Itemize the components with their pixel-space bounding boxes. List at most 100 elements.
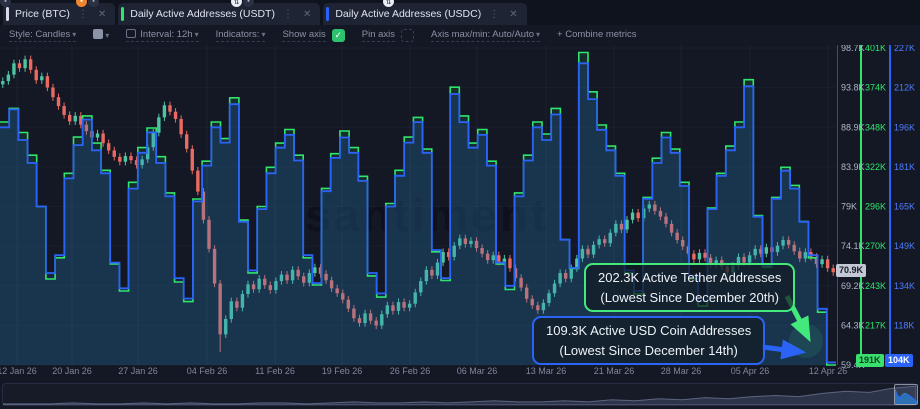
candle-body	[764, 247, 769, 254]
candle-body	[257, 278, 261, 290]
axis-tick-label: 196K	[894, 122, 915, 132]
x-axis-label: 27 Jan 26	[118, 366, 158, 376]
swap-axis-icon[interactable]: ⇅	[231, 0, 242, 7]
x-axis-label: 12 Apr 26	[808, 366, 848, 376]
chart-toolbar: Style: Candles ▾ ▾ Interval: 12h ▾ Indicat…	[0, 25, 920, 45]
candle-body	[95, 133, 100, 138]
usdt-annotation: 202.3K Active Tether Addresses (Lowest S…	[584, 263, 796, 312]
chevron-down-icon: ▾	[105, 30, 110, 40]
kebab-menu-icon[interactable]: ⋮	[77, 8, 88, 20]
swap-axis-icon[interactable]: ⇅	[383, 0, 394, 7]
indicators-dropdown[interactable]: Indicators: ▾	[215, 28, 266, 42]
x-axis-label: 13 Mar 26	[525, 366, 567, 376]
navigator-selection[interactable]	[894, 384, 918, 405]
candle-body	[424, 269, 429, 282]
candle-body	[45, 76, 50, 88]
candle-body	[519, 277, 523, 288]
candle-body	[820, 259, 824, 265]
axis-tick-label: 296K	[865, 202, 886, 212]
lock-icon[interactable]: ▪	[243, 0, 254, 7]
pin-axis-checkbox[interactable]	[401, 28, 415, 42]
candle-body	[814, 256, 819, 265]
kebab-menu-icon[interactable]: ⋮	[282, 8, 293, 20]
candle-body	[229, 301, 233, 320]
candle-body	[263, 278, 267, 286]
metric-color-bar	[6, 7, 9, 21]
candle-body	[508, 258, 512, 269]
lock-icon[interactable]: ▪	[88, 0, 99, 7]
candle-body	[619, 223, 624, 230]
close-icon[interactable]: ✕	[302, 8, 312, 20]
show-axis-checkbox[interactable]: ✓	[331, 28, 345, 42]
candle-body	[474, 240, 479, 249]
x-axis: 12 Jan 26 20 Jan 26 27 Jan 26 04 Feb 26 11 F…	[0, 366, 920, 382]
range-navigator[interactable]	[2, 383, 918, 406]
annotation-line1: 109.3K Active USD Coin Addresses	[546, 323, 752, 338]
notification-badge-icon[interactable]: ▪	[76, 0, 87, 7]
close-icon[interactable]: ✕	[97, 8, 107, 20]
candle-body	[62, 106, 66, 115]
candle-body	[218, 283, 222, 335]
candle-body	[6, 74, 11, 82]
kebab-menu-icon[interactable]: ⋮	[489, 8, 500, 20]
axis-tick-label: 59.4K	[841, 360, 865, 368]
axis-tick-label: 79K	[841, 202, 857, 212]
candle-body	[485, 253, 490, 261]
candle-body	[391, 305, 395, 311]
candle-body	[240, 294, 245, 308]
metric-tab-0[interactable]: Price (BTC) ⋮ ✕	[3, 3, 116, 25]
metric-tab-2[interactable]: Daily Active Addresses (USDC) ⋮ ✕	[323, 3, 527, 25]
lock-icon[interactable]: ▪	[0, 0, 11, 7]
candle-body	[313, 267, 317, 274]
candle-body	[251, 284, 256, 290]
candle-body	[123, 156, 128, 162]
axis-tick-label: 98.7K	[841, 45, 865, 53]
color-swatch-dropdown[interactable]: ▾	[93, 28, 110, 42]
style-dropdown[interactable]: Style: Candles ▾	[9, 28, 77, 42]
chart-canvas[interactable]: 98.7K 93.8K 88.9K 83.9K 79K 74.1K 69.2K 64.3K 59…	[0, 45, 920, 368]
candle-body	[118, 156, 122, 162]
close-icon[interactable]: ✕	[509, 8, 518, 20]
candle-body	[34, 69, 38, 81]
candle-body	[134, 160, 139, 165]
candle-body	[324, 273, 328, 281]
axis-tick-label: 217K	[865, 320, 886, 330]
axis-tick-label: 118K	[894, 320, 914, 330]
combine-metrics-button[interactable]: + Combine metrics	[557, 29, 637, 40]
candle-body	[647, 204, 651, 209]
candle-body	[552, 283, 557, 294]
pin-axis-label: Pin axis	[361, 28, 396, 42]
candle-body	[151, 132, 155, 148]
candle-body	[73, 115, 77, 122]
candle-body	[307, 273, 312, 283]
candle-body	[352, 308, 356, 319]
candle-body	[458, 238, 462, 246]
candle-body	[201, 191, 206, 220]
axis-maxmin-dropdown[interactable]: Axis max/min: Auto/Auto ▾	[431, 28, 541, 42]
interval-dropdown[interactable]: Interval: 12h ▾	[126, 28, 199, 42]
candle-body	[318, 267, 323, 274]
axis-tick-label: 134K	[894, 281, 915, 291]
candle-body	[575, 258, 579, 269]
candle-body	[162, 105, 167, 118]
usdc-annotation-arrow	[761, 339, 807, 360]
candle-body	[179, 118, 183, 135]
candle-body	[185, 134, 189, 149]
navigator-history-area	[2, 385, 917, 406]
candle-body	[173, 111, 178, 119]
metric-tab-1[interactable]: Daily Active Addresses (USDT) ⋮ ✕	[118, 3, 321, 25]
candle-body	[274, 281, 278, 290]
candle-body	[736, 256, 741, 266]
candle-body	[285, 274, 289, 281]
candle-body	[413, 292, 417, 304]
x-axis-label: 28 Mar 26	[660, 366, 702, 376]
x-axis-label: 19 Feb 26	[321, 366, 363, 376]
candle-body	[714, 260, 718, 265]
usdc-annotation: 109.3K Active USD Coin Addresses (Lowest…	[532, 316, 766, 365]
candle-body	[636, 212, 640, 219]
axis-tick-label: 88.9K	[841, 122, 865, 132]
x-axis-label: 06 Mar 26	[456, 366, 498, 376]
candle-body	[335, 288, 339, 294]
candle-body	[798, 251, 802, 259]
candle-body	[51, 87, 55, 98]
